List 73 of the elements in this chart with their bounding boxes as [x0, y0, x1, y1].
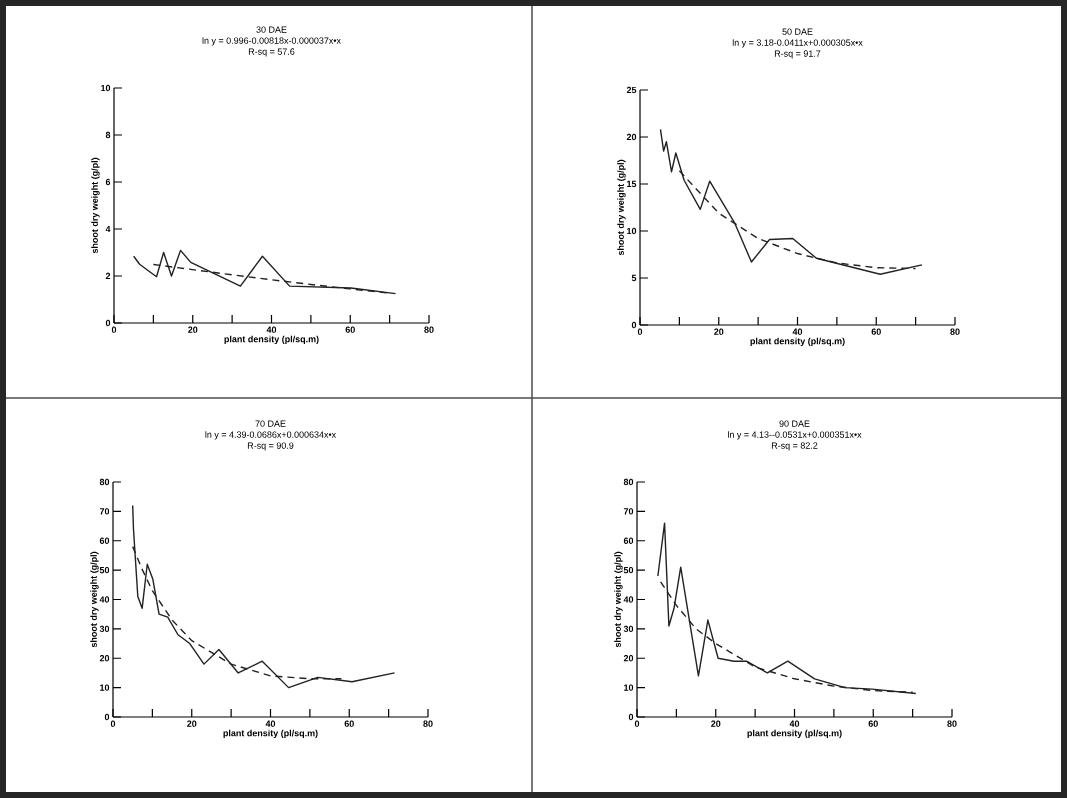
y-tick-label: 50: [623, 566, 634, 574]
y-tick-label: 10: [100, 684, 110, 691]
y-tick-label: 10: [624, 684, 634, 691]
x-tick-label: 40: [266, 326, 277, 333]
y-tick-label: 25: [626, 86, 637, 94]
line-series: [678, 170, 917, 270]
y-tick-label: 70: [623, 508, 634, 515]
y-tick-label: 40: [99, 596, 110, 603]
text: R-sq = 91.7: [774, 50, 821, 59]
x-tick-label: 0: [637, 328, 643, 335]
x-tick-label: 80: [950, 328, 960, 335]
chart-subtitle: ln y = 4.13--0.0531x+0.000351x•x: [727, 431, 862, 440]
y-tick-label: 30: [99, 625, 110, 633]
x-tick-label: 0: [110, 720, 116, 727]
y-tick-label: 80: [99, 478, 110, 486]
chart-title: 30 DAE: [256, 26, 287, 33]
x-tick-label: 20: [711, 720, 721, 727]
y-tick-label: 0: [628, 713, 634, 721]
y-tick-label: 10: [627, 227, 637, 235]
x-tick-label: 40: [265, 720, 276, 727]
y-tick-label: 50: [99, 566, 110, 574]
chart-subtitle: ln y = 4.39-0.0686x+0.000634x•x: [205, 431, 337, 440]
x-tick-label: 40: [789, 720, 800, 727]
x-tick-label: 60: [868, 720, 878, 727]
line-series: [131, 504, 396, 689]
line-series: [659, 128, 923, 275]
y-tick-label: 40: [623, 596, 634, 603]
x-tick-label: 60: [871, 328, 881, 335]
chart-title: 90 DAE: [779, 420, 810, 427]
y-axis-title: shoot dry weight (g/pl): [617, 159, 626, 256]
y-tick-label: 30: [623, 625, 634, 633]
x-axis-title: plant density (pl/sq.m): [747, 729, 842, 739]
y-tick-label: 80: [623, 478, 634, 486]
x-tick-label: 60: [344, 720, 354, 727]
y-tick-label: 20: [99, 655, 110, 662]
x-axis-title: plant density (pl/sq.m): [223, 729, 318, 739]
y-tick-label: 20: [623, 655, 634, 662]
x-axis-title: plant density (pl/sq.m): [750, 337, 845, 347]
x-tick-label: 20: [187, 720, 197, 727]
x-tick-label: 80: [423, 720, 433, 727]
y-tick-label: 70: [99, 508, 110, 515]
y-tick-label: 4: [105, 225, 111, 233]
y-tick-label: 20: [626, 133, 637, 141]
x-tick-label: 0: [111, 326, 117, 333]
x-tick-label: 80: [424, 326, 434, 333]
line-series: [657, 522, 917, 695]
y-axis-title: shoot dry weight (g/pl): [90, 551, 99, 648]
y-tick-label: 0: [105, 319, 111, 327]
chart-title: 50 DAE: [782, 28, 813, 35]
x-axis-title: plant density (pl/sq.m): [224, 335, 319, 345]
chart-title: 70 DAE: [255, 420, 286, 427]
y-tick-label: 8: [105, 131, 111, 139]
y-tick-label: 2: [105, 272, 111, 280]
y-axis-title: shoot dry weight (g/pl): [614, 551, 623, 648]
chart-subtitle: ln y = 0.996-0.00818x-0.000037x•x: [202, 37, 341, 46]
y-tick-label: 0: [104, 713, 110, 721]
y-tick-label: 60: [99, 537, 110, 544]
x-tick-label: 20: [714, 328, 724, 335]
x-tick-label: 40: [792, 328, 803, 335]
x-tick-label: 60: [345, 326, 355, 333]
y-tick-label: 10: [101, 84, 111, 92]
y-tick-label: 15: [627, 180, 637, 188]
text: R-sq = 57.6: [248, 48, 295, 57]
x-tick-label: 80: [947, 720, 957, 727]
x-tick-label: 20: [188, 326, 198, 333]
text: R-sq = 82.2: [771, 442, 818, 451]
chart-subtitle: ln y = 3.18-0.0411x+0.000305x•x: [732, 39, 863, 48]
text: R-sq = 90.9: [247, 442, 294, 451]
y-tick-label: 60: [623, 537, 634, 544]
y-tick-label: 5: [631, 274, 637, 282]
y-axis-title: shoot dry weight (g/pl): [91, 157, 100, 254]
y-tick-label: 6: [105, 178, 111, 186]
line-series: [132, 249, 397, 295]
